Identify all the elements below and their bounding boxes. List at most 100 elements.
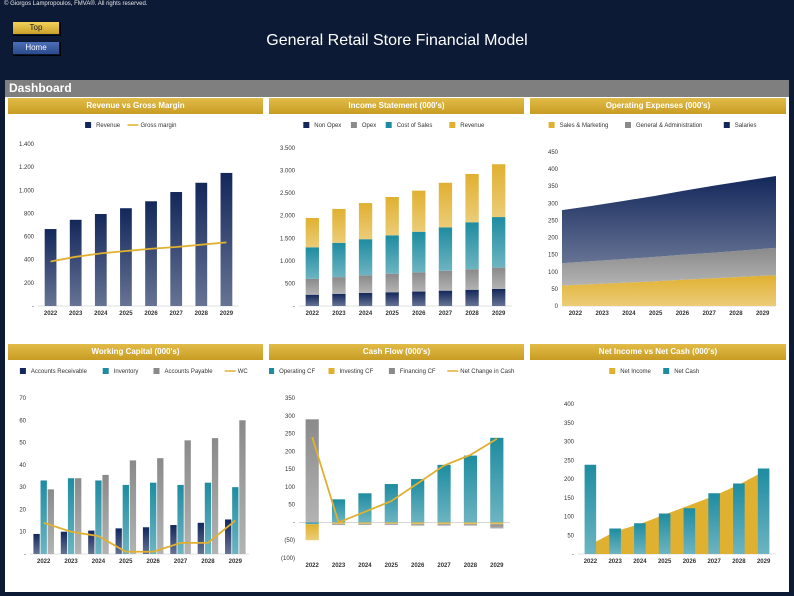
chart-title: Net Income vs Net Cash (000's) <box>530 344 786 360</box>
bar <box>102 474 109 554</box>
y-tick-label: 600 <box>24 235 35 241</box>
y-tick-label: 50 <box>551 287 558 293</box>
x-tick-label: 2028 <box>201 559 215 565</box>
legend-label: Net Change in Cash <box>460 369 514 375</box>
bar <box>150 482 157 554</box>
legend-swatch <box>19 368 26 374</box>
y-tick-label: 100 <box>548 270 559 276</box>
income-statement-chart: Non Opex Opex Cost of Sales Revenue - 500 1.00… <box>280 122 512 317</box>
x-tick-label: 2026 <box>144 311 158 317</box>
bar <box>492 164 506 218</box>
chart-title: Cash Flow (000's) <box>269 344 524 360</box>
legend-swatch <box>328 368 335 374</box>
bar <box>47 489 54 554</box>
bar <box>437 522 451 525</box>
dashboard-header: Dashboard <box>5 80 789 97</box>
bar <box>170 192 183 306</box>
operating-expenses-panel: Operating Expenses (000's) Sales & Marke… <box>530 98 786 338</box>
x-tick-label: 2022 <box>569 311 583 317</box>
x-tick-label: 2025 <box>119 559 133 565</box>
home-button[interactable]: Home <box>12 41 60 55</box>
y-tick-label: 30 <box>19 485 26 491</box>
bar <box>411 479 425 523</box>
bar <box>438 182 453 228</box>
legend-label: Net Cash <box>674 369 699 375</box>
legend-swatch <box>548 122 555 128</box>
legend-label: WC <box>238 369 249 375</box>
revenue-gross-margin-panel: Revenue vs Gross Margin Revenue Gross mar… <box>8 98 263 338</box>
x-tick-label: 2026 <box>411 563 425 569</box>
y-tick-label: (100) <box>281 556 295 562</box>
x-tick-label: 2026 <box>676 311 690 317</box>
bar <box>33 533 40 554</box>
x-tick-label: 2027 <box>707 559 721 565</box>
line-net-change-in-cash <box>311 436 498 524</box>
bar <box>305 247 319 279</box>
bar <box>129 460 137 554</box>
x-tick-label: 2026 <box>412 311 426 317</box>
y-tick-label: 1.200 <box>19 165 35 171</box>
bar <box>465 269 479 290</box>
y-tick-label: 3.500 <box>280 146 296 152</box>
y-tick-label: 400 <box>564 402 575 408</box>
y-tick-label: 40 <box>19 463 26 469</box>
legend-label: Sales & Marketing <box>560 123 609 129</box>
x-tick-label: 2022 <box>306 563 320 569</box>
x-tick-label: 2022 <box>306 311 320 317</box>
bar <box>490 522 504 525</box>
bar <box>211 438 219 554</box>
y-tick-label: 300 <box>564 440 575 446</box>
copyright-text: © Giorgos Lampropoulos, FMVA®. All right… <box>4 1 148 7</box>
y-tick-label: 300 <box>548 201 559 207</box>
x-tick-label: 2022 <box>37 559 51 565</box>
bar <box>437 464 451 523</box>
bar <box>438 227 453 271</box>
bar <box>332 208 346 243</box>
cash-flow-chart: Operating CF Investing CF Financing CF Net … <box>269 368 514 569</box>
bar <box>88 530 95 554</box>
y-tick-label: 250 <box>285 432 296 438</box>
y-tick-label: 20 <box>19 507 26 513</box>
bar <box>145 201 157 306</box>
x-tick-label: 2024 <box>633 559 647 565</box>
bar <box>95 480 102 554</box>
x-tick-label: 2023 <box>595 311 609 317</box>
bar <box>220 172 233 306</box>
working-capital-panel: Working Capital (000's) Accounts Receiva… <box>8 344 263 590</box>
y-tick-label: 300 <box>285 414 296 420</box>
y-tick-label: 200 <box>24 281 35 287</box>
y-tick-label: 150 <box>564 496 575 502</box>
y-tick-label: 1.000 <box>280 259 296 265</box>
x-tick-label: 2025 <box>649 311 663 317</box>
y-tick-label: 150 <box>285 467 296 473</box>
y-tick-label: 350 <box>285 396 296 402</box>
y-tick-label: (50) <box>284 538 295 544</box>
x-tick-label: 2029 <box>756 311 770 317</box>
x-tick-label: 2026 <box>683 559 697 565</box>
x-tick-label: 2023 <box>332 311 346 317</box>
bar <box>465 222 479 270</box>
bar <box>358 523 372 525</box>
chart-title: Working Capital (000's) <box>8 344 263 360</box>
x-tick-label: 2023 <box>608 559 622 565</box>
bar <box>184 440 191 554</box>
y-tick-label: 500 <box>285 281 296 287</box>
legend-label: Investing CF <box>340 369 374 375</box>
revenue-gross-margin-chart: Revenue Gross margin - 200 400 600 800 1.000 1.2… <box>19 122 239 317</box>
legend-label: Net Income <box>620 369 651 375</box>
bar <box>384 484 398 523</box>
x-tick-label: 2022 <box>584 559 598 565</box>
legend-label: Inventory <box>114 369 139 375</box>
bar <box>332 293 346 306</box>
bar <box>757 468 770 554</box>
y-tick-label: 100 <box>564 515 575 521</box>
top-button[interactable]: Top <box>12 21 60 35</box>
y-tick-label: 350 <box>564 421 575 427</box>
bar <box>305 419 319 523</box>
legend-swatch <box>303 122 310 128</box>
bar <box>120 208 132 306</box>
x-tick-label: 2026 <box>147 559 161 565</box>
legend-label: Revenue <box>460 123 485 129</box>
bar <box>331 499 346 523</box>
bar <box>385 292 399 306</box>
